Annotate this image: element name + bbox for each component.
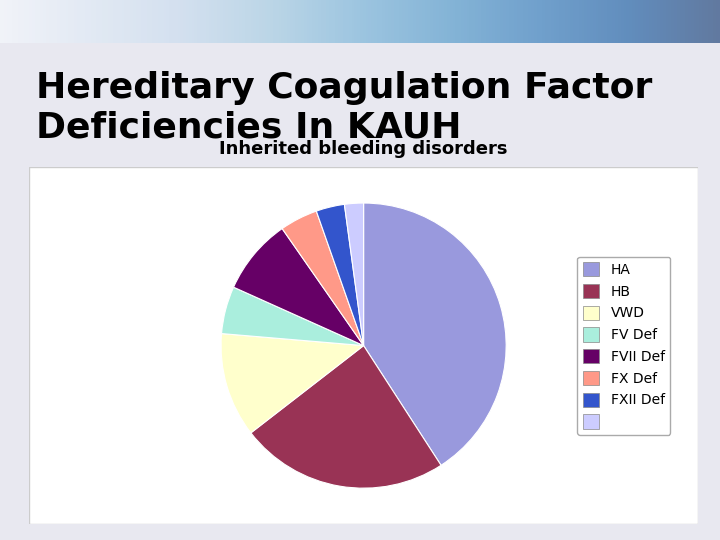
Wedge shape	[251, 346, 441, 488]
Text: Hereditary Coagulation Factor
Deficiencies In KAUH: Hereditary Coagulation Factor Deficienci…	[36, 71, 652, 145]
Title: Inherited bleeding disorders: Inherited bleeding disorders	[220, 139, 508, 158]
FancyBboxPatch shape	[29, 167, 698, 524]
Wedge shape	[364, 203, 506, 465]
Wedge shape	[221, 334, 364, 433]
Wedge shape	[233, 228, 364, 346]
Wedge shape	[316, 204, 364, 346]
Legend: HA, HB, VWD, FV Def, FVII Def, FX Def, FXII Def, : HA, HB, VWD, FV Def, FVII Def, FX Def, F…	[577, 256, 670, 435]
Wedge shape	[344, 203, 364, 346]
Wedge shape	[282, 211, 364, 346]
Wedge shape	[222, 287, 364, 346]
